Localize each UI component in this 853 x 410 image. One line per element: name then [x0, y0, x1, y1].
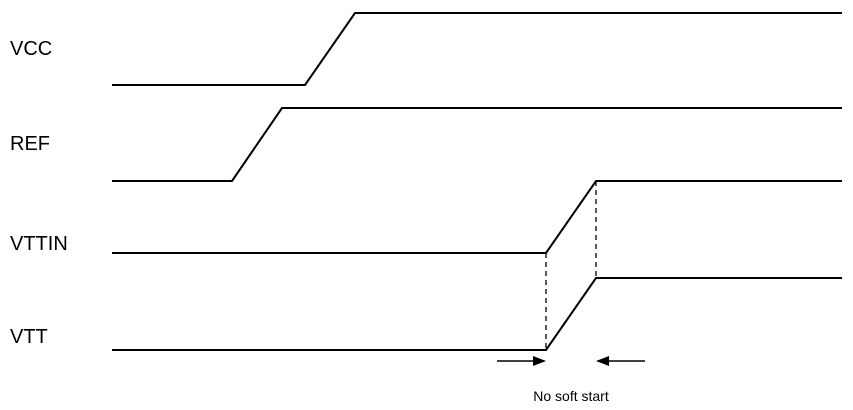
ref-label: REF — [10, 133, 50, 155]
left-arrow-icon — [596, 356, 645, 366]
vcc-waveform — [112, 12, 842, 86]
vttin-waveform — [112, 180, 842, 254]
vtt-waveform — [112, 277, 842, 351]
vcc-label: VCC — [10, 38, 52, 60]
vtt-label: VTT — [10, 326, 48, 348]
ref-waveform — [112, 107, 842, 182]
no-soft-start-annotation: No soft start — [533, 388, 609, 404]
vttin-label: VTTIN — [10, 233, 68, 255]
right-arrow-icon — [497, 356, 546, 366]
